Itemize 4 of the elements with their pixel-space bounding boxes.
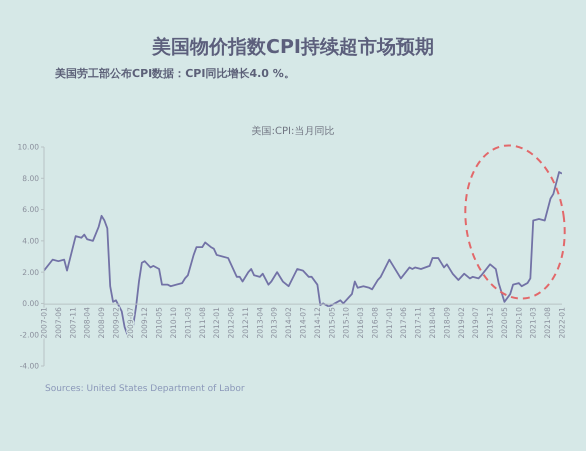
text: 美国:CPI:当月同比 [250, 124, 336, 138]
chart-subtitle: 美国劳工部公布CPI数据：CPI同比增长4.0 %。 [55, 66, 295, 81]
chart-title: 美国物价指数CPI持续超市场预期 [150, 35, 435, 60]
source-note: Sources: United States Department of Labor [45, 384, 245, 394]
